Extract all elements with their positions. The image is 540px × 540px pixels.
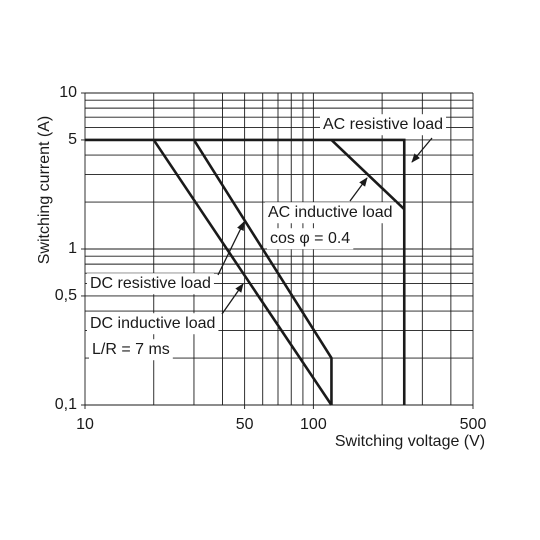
y-tick-label: 10 — [59, 84, 77, 101]
label-background — [89, 339, 173, 361]
x-axis-label: Switching voltage (V) — [335, 433, 485, 450]
annotation-arrow — [221, 283, 244, 315]
curve — [330, 139, 406, 211]
annotation-arrow — [349, 177, 368, 202]
annotation: AC inductive load cos φ = 0.4 — [265, 177, 396, 250]
annotation-arrow — [411, 137, 433, 163]
y-tick-label: 1 — [68, 240, 77, 257]
y-tick-label: 0,1 — [55, 396, 77, 413]
curve — [192, 139, 333, 405]
label-background — [265, 202, 396, 224]
y-tick-label: 5 — [68, 131, 77, 148]
y-tick-label: 0,5 — [55, 287, 77, 304]
x-tick-label: 50 — [236, 416, 254, 433]
label-background — [87, 313, 219, 335]
curve — [85, 138, 406, 405]
annotation: DC inductive load L/R = 7 ms — [87, 283, 244, 361]
curve — [152, 139, 333, 406]
label-background — [320, 114, 447, 136]
y-axis-label: Switching current (A) — [36, 116, 53, 265]
label-background — [87, 273, 214, 295]
annotation-text: DC resistive load — [90, 275, 211, 292]
x-tick-label: 100 — [300, 416, 327, 433]
x-tick-label: 10 — [76, 416, 94, 433]
annotation-text: AC resistive load — [323, 116, 443, 133]
x-tick-label: 500 — [460, 416, 487, 433]
annotation-text: DC inductive load — [90, 315, 215, 332]
annotation-text: AC inductive load — [268, 204, 393, 221]
label-background — [267, 228, 354, 250]
annotation-arrow — [217, 221, 245, 276]
annotation: DC resistive load — [87, 221, 245, 295]
annotation: AC resistive load — [320, 114, 447, 163]
annotation-text: cos φ = 0.4 — [270, 230, 350, 247]
annotation-text: L/R = 7 ms — [92, 341, 170, 358]
